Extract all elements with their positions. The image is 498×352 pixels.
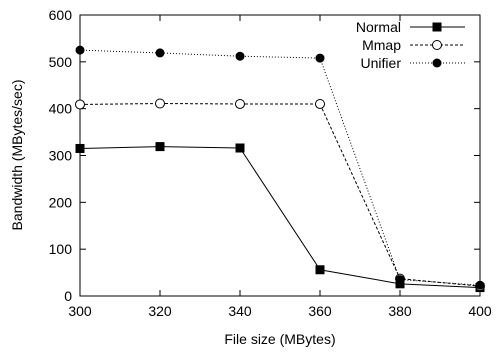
data-point-unifier xyxy=(395,275,405,285)
data-point-unifier xyxy=(235,51,245,61)
data-point-normal xyxy=(75,143,85,153)
data-point-unifier xyxy=(155,48,165,58)
x-tick-label: 340 xyxy=(228,303,252,319)
data-point-mmap xyxy=(75,99,85,110)
y-tick-label: 100 xyxy=(49,241,73,257)
legend-label-unifier: Unifier xyxy=(361,55,402,71)
y-tick-label: 0 xyxy=(64,288,72,304)
data-point-mmap xyxy=(235,98,245,109)
y-tick-label: 500 xyxy=(49,54,73,70)
series-group xyxy=(75,45,485,293)
data-point-mmap xyxy=(315,98,325,109)
x-axis-ticks: 300 320 340 360 380 400 xyxy=(68,15,492,319)
y-tick-label: 600 xyxy=(49,7,73,23)
series-line-mmap xyxy=(79,103,481,287)
legend-marker-unifier xyxy=(432,58,442,68)
data-point-normal xyxy=(155,142,165,152)
y-axis-ticks: 0 100 200 300 400 500 600 xyxy=(49,7,480,304)
x-tick-label: 380 xyxy=(388,303,412,319)
plot-frame xyxy=(79,14,481,297)
data-point-mmap xyxy=(155,98,165,109)
x-tick-label: 400 xyxy=(468,303,492,319)
series-line-unifier xyxy=(79,49,481,286)
y-axis-label: Bandwidth (MBytes/sec) xyxy=(9,80,25,231)
legend: Normal Mmap Unifier xyxy=(356,19,465,71)
data-point-unifier xyxy=(315,53,325,63)
legend-label-mmap: Mmap xyxy=(362,37,401,53)
series-line-normal xyxy=(79,146,481,289)
data-point-unifier xyxy=(75,45,85,55)
data-point-normal xyxy=(315,265,325,275)
x-axis-label: File size (MBytes) xyxy=(224,331,335,347)
data-point-normal xyxy=(235,143,245,153)
x-tick-label: 320 xyxy=(148,303,172,319)
x-tick-label: 300 xyxy=(68,303,92,319)
legend-label-normal: Normal xyxy=(356,19,401,35)
data-point-unifier xyxy=(475,280,485,290)
legend-marker-normal xyxy=(432,22,442,32)
y-tick-label: 400 xyxy=(49,101,73,117)
x-tick-label: 360 xyxy=(308,303,332,319)
y-tick-label: 300 xyxy=(49,148,73,164)
legend-marker-mmap xyxy=(432,40,442,50)
y-tick-label: 200 xyxy=(49,194,73,210)
